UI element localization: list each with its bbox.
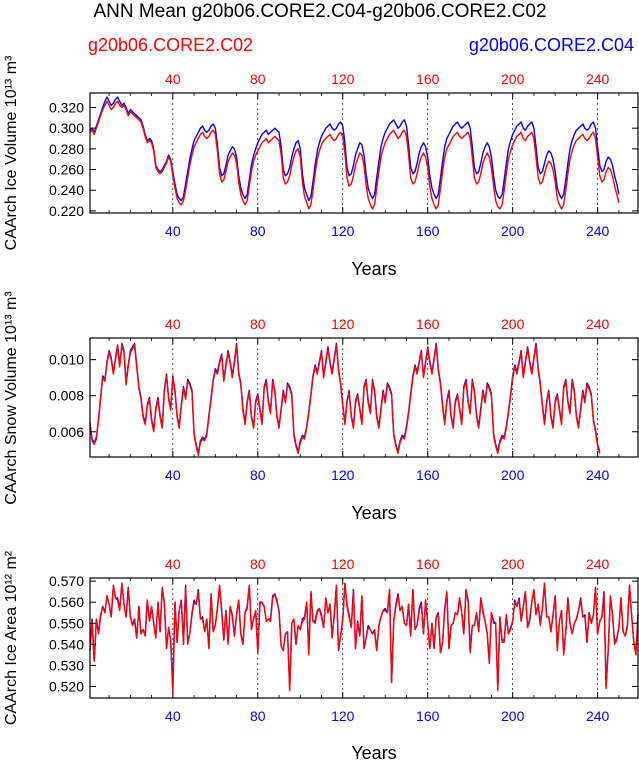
x-tick-label-bottom: 160: [416, 467, 440, 483]
x-tick-label-bottom: 120: [331, 223, 355, 239]
x-tick-label-bottom: 160: [416, 708, 440, 724]
x-tick-label-top: 160: [416, 71, 440, 87]
y-tick-label: 0.560: [49, 594, 84, 610]
y-tick-label: 0.260: [49, 162, 84, 178]
x-tick-label-bottom: 200: [501, 708, 525, 724]
y-axis-label: CAArch Snow Volume 10¹³ m³: [3, 291, 20, 505]
y-axis-label: CAArch Ice Area 10¹² m²: [3, 550, 20, 725]
x-tick-label-top: 200: [501, 316, 525, 332]
y-tick-label: 0.006: [49, 424, 84, 440]
series-line-c02: [89, 582, 639, 694]
x-tick-label-top: 200: [501, 556, 525, 572]
x-tick-label-bottom: 120: [331, 467, 355, 483]
chart-panel-2: 0.006 0.008 0.010 40 40 80 80 120 120 160 160 200 20…: [3, 291, 639, 523]
x-tick-label-bottom: 160: [416, 223, 440, 239]
x-axis-label: Years: [351, 259, 396, 279]
x-tick-label-top: 160: [416, 556, 440, 572]
y-tick-label: 0.300: [49, 120, 84, 136]
x-tick-label-top: 120: [331, 316, 355, 332]
x-tick-label-top: 80: [250, 71, 266, 87]
x-tick-label-bottom: 240: [586, 708, 610, 724]
x-tick-label-bottom: 240: [586, 223, 610, 239]
x-tick-label-bottom: 40: [165, 467, 181, 483]
y-axis-label: CAArch Ice Volume 10¹³ m³: [3, 55, 20, 250]
chart-panel-1: 0.220 0.240 0.260 0.280 0.300 0.320 40 40 80 80 12…: [3, 55, 639, 279]
x-tick-label-top: 240: [586, 71, 610, 87]
y-tick-label: 0.530: [49, 657, 84, 673]
series-line-c02: [89, 344, 601, 456]
legend-left-label: g20b06.CORE2.C02: [88, 35, 253, 55]
x-tick-label-top: 40: [165, 71, 181, 87]
series-line-c04: [89, 342, 601, 455]
x-tick-label-bottom: 120: [331, 708, 355, 724]
x-axis-label: Years: [351, 743, 396, 762]
y-tick-label: 0.280: [49, 141, 84, 157]
x-tick-label-top: 240: [586, 316, 610, 332]
series-line-c02: [89, 100, 620, 210]
x-tick-label-top: 120: [331, 556, 355, 572]
x-tick-label-bottom: 200: [501, 223, 525, 239]
series-line-c04: [89, 96, 620, 202]
y-tick-label: 0.240: [49, 182, 84, 198]
y-tick-label: 0.570: [49, 573, 84, 589]
y-tick-label: 0.550: [49, 615, 84, 631]
x-tick-label-bottom: 40: [165, 223, 181, 239]
y-tick-label: 0.520: [49, 678, 84, 694]
x-tick-label-top: 80: [250, 316, 266, 332]
chart-panel-3: 0.520 0.530 0.540 0.550 0.560 0.570 40 40 80 80 12…: [3, 550, 639, 763]
x-tick-label-bottom: 40: [165, 708, 181, 724]
y-tick-label: 0.008: [49, 388, 84, 404]
x-tick-label-top: 240: [586, 556, 610, 572]
x-tick-label-bottom: 80: [250, 708, 266, 724]
x-tick-label-top: 40: [165, 316, 181, 332]
x-tick-label-top: 80: [250, 556, 266, 572]
x-tick-label-bottom: 200: [501, 467, 525, 483]
x-tick-label-bottom: 80: [250, 467, 266, 483]
x-tick-label-top: 160: [416, 316, 440, 332]
legend-right-label: g20b06.CORE2.C04: [469, 35, 634, 55]
x-tick-label-bottom: 240: [586, 467, 610, 483]
y-tick-label: 0.220: [49, 203, 84, 219]
y-tick-label: 0.540: [49, 636, 84, 652]
y-tick-label: 0.320: [49, 99, 84, 115]
y-tick-label: 0.010: [49, 352, 84, 368]
figure-title: ANN Mean g20b06.CORE2.C04-g20b06.CORE2.C…: [93, 1, 546, 22]
x-tick-label-top: 40: [165, 556, 181, 572]
x-axis-label: Years: [351, 503, 396, 523]
x-tick-label-top: 120: [331, 71, 355, 87]
x-tick-label-top: 200: [501, 71, 525, 87]
x-tick-label-bottom: 80: [250, 223, 266, 239]
